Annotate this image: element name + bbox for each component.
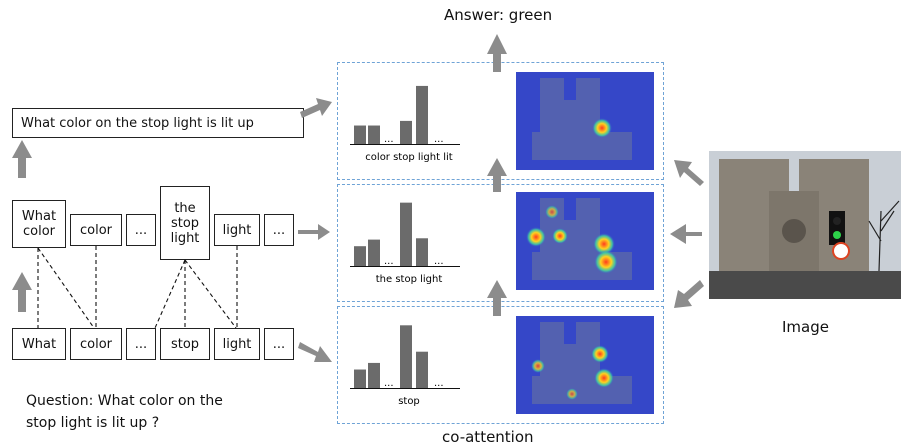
coattention-label: co-attention [442,428,534,446]
arrow-right-word [298,342,332,362]
attention-bar [400,120,412,144]
arrow-up-left-1 [12,140,32,178]
bar-ellipsis: ... [434,378,444,389]
phrase-box-the-stop-light: the stop light [160,186,210,260]
word-box-ellipsis: ... [126,328,156,360]
arrow-image-1 [674,160,704,186]
arrow-image-3 [674,280,704,308]
attention-bar [416,351,428,388]
image-label: Image [782,318,829,336]
input-image [709,151,901,299]
bar-ellipsis: ... [384,256,394,267]
arrow-up-left-2 [12,272,32,312]
attention-map-question [516,72,654,170]
attention-bar [354,125,366,144]
word-box-what: What [12,328,66,360]
word-box-light: light [214,328,260,360]
attention-bar [354,369,366,388]
phrase-box-color: color [70,214,122,246]
arrow-right-phrase [298,224,330,240]
attention-map-phrase [516,192,654,290]
attention-bar [400,202,412,266]
arrow-right-question [300,98,332,118]
attention-bar [354,246,366,266]
bar-caption: the stop light [376,274,443,285]
attention-bar [416,238,428,266]
question-text: Question: What color on the stop light i… [26,393,223,431]
phrase-box-ellipsis: ... [126,214,156,246]
attention-bar [368,125,380,144]
arrow-up-panel-2 [487,280,507,316]
word-box-color: color [70,328,122,360]
answer-label: Answer: green [444,6,553,24]
attention-bar [368,362,380,388]
phrase-box-light: light [214,214,260,246]
attention-bar [400,325,412,388]
bar-ellipsis: ... [434,256,444,267]
question-level-box: What color on the stop light is lit up [12,108,304,138]
word-box-stop: stop [160,328,210,360]
bar-ellipsis: ... [384,134,394,145]
bar-caption: stop [398,396,420,407]
attention-bar [368,239,380,266]
attention-map-word [516,316,654,414]
phrase-box-what-color: What color [12,200,66,248]
arrow-up-panel-1 [487,158,507,192]
phrase-box-ellipsis-2: ... [264,214,294,246]
bar-caption: color stop light lit [365,152,452,163]
attention-bar [416,85,428,144]
arrow-image-2 [670,224,702,244]
arrow-up-answer [487,34,507,72]
bar-ellipsis: ... [384,378,394,389]
dashed-connections [37,246,238,329]
bar-ellipsis: ... [434,134,444,145]
word-box-ellipsis-2: ... [264,328,294,360]
